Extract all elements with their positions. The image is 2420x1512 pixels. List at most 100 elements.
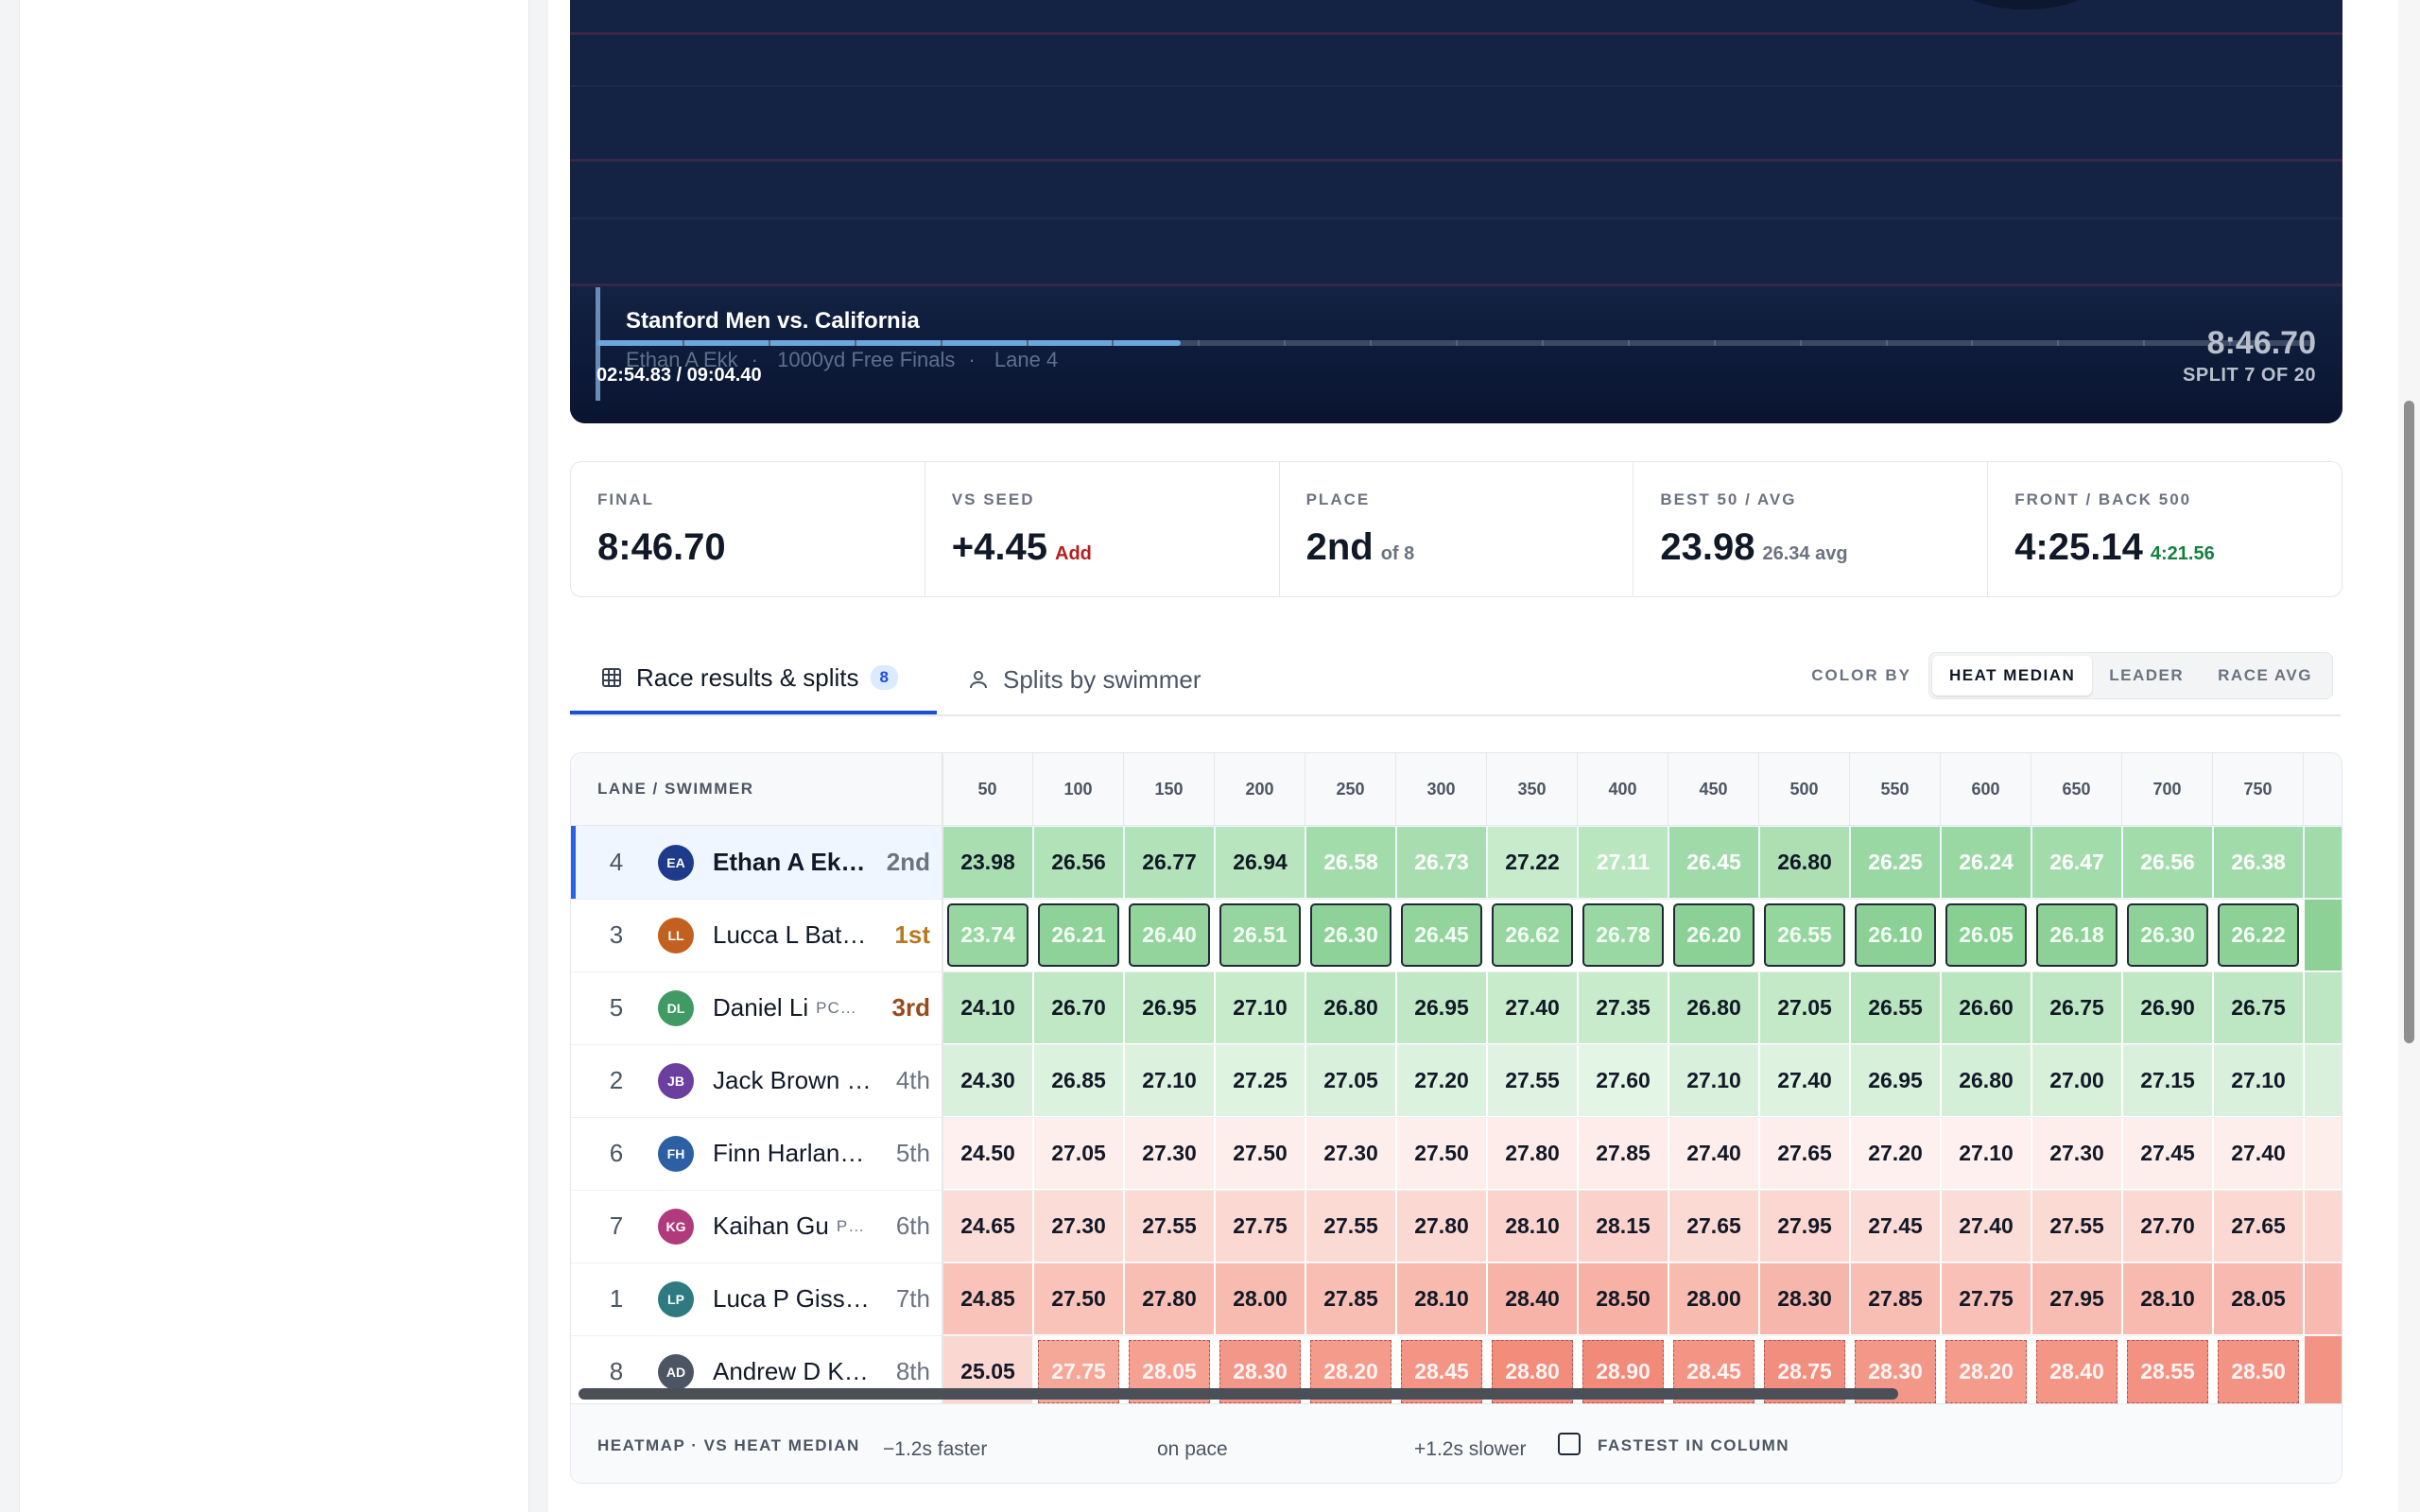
split-header[interactable]: 600	[1940, 753, 2031, 825]
split-cell[interactable]: 26.94	[1216, 827, 1305, 898]
split-cell[interactable]: 27.20	[1397, 1045, 1486, 1116]
video-scrubber[interactable]	[596, 340, 2315, 346]
split-cell[interactable]: 26.55	[1764, 903, 1845, 967]
color-by-option[interactable]: LEADER	[2109, 666, 2185, 684]
split-header[interactable]: 150	[1123, 753, 1214, 825]
split-cell[interactable]	[2305, 827, 2342, 898]
split-header[interactable]: 450	[1668, 753, 1758, 825]
swimmer-name[interactable]: Luca P Giss…	[713, 1263, 873, 1335]
split-cell[interactable]: 27.40	[1669, 1118, 1758, 1189]
split-header[interactable]: 700	[2121, 753, 2212, 825]
vertical-scrollbar-thumb[interactable]	[2404, 401, 2414, 1043]
split-cell[interactable]: 26.22	[2218, 903, 2299, 967]
split-cell[interactable]	[2305, 1045, 2342, 1116]
split-cell[interactable]: 28.00	[1216, 1263, 1305, 1334]
split-cell[interactable]: 27.55	[2032, 1191, 2121, 1262]
split-cell[interactable]: 27.22	[1488, 827, 1577, 898]
split-cell[interactable]: 27.40	[1488, 972, 1577, 1043]
split-cell[interactable]: 28.10	[1488, 1191, 1577, 1262]
split-cell[interactable]: 27.40	[2214, 1118, 2303, 1189]
split-cell[interactable]: 27.85	[1306, 1263, 1395, 1334]
split-cell[interactable]: 27.10	[1669, 1045, 1758, 1116]
split-cell[interactable]: 28.10	[2123, 1263, 2212, 1334]
split-cell[interactable]: 27.65	[2214, 1191, 2303, 1262]
split-cell[interactable]: 27.30	[1034, 1191, 1123, 1262]
split-cell[interactable]: 27.05	[1760, 972, 1849, 1043]
split-cell[interactable]: 27.65	[1760, 1118, 1849, 1189]
split-cell[interactable]	[2305, 1263, 2342, 1334]
split-cell[interactable]: 28.50	[1579, 1263, 1668, 1334]
race-video-player[interactable]: Stanford Men vs. California Ethan A Ekk ·…	[570, 0, 2342, 423]
table-row[interactable]: 6 FH Finn Harlan… 5th 24.50 27.05 27.30 27.50 27…	[571, 1117, 2342, 1191]
split-cell[interactable]: 27.80	[1125, 1263, 1214, 1334]
split-cell[interactable]: 26.51	[1219, 903, 1301, 967]
split-cell[interactable]	[2305, 1118, 2342, 1189]
split-cell[interactable]: 27.50	[1397, 1118, 1486, 1189]
split-cell[interactable]: 26.47	[2032, 827, 2121, 898]
split-cell[interactable]: 27.20	[1851, 1118, 1940, 1189]
split-header[interactable]: 500	[1758, 753, 1849, 825]
split-cell[interactable]: 26.80	[1942, 1045, 2031, 1116]
split-cell[interactable]: 26.73	[1397, 827, 1486, 898]
swimmer-name[interactable]: Kaihan Gu P…	[713, 1190, 873, 1263]
split-cell[interactable]: 27.75	[1216, 1191, 1305, 1262]
split-cell[interactable]: 26.18	[2036, 903, 2118, 967]
table-row[interactable]: 3 LL Lucca L Bat… 1st 23.74 26.21 26.40 26.51 26…	[571, 899, 2342, 972]
split-cell[interactable]: 26.56	[2123, 827, 2212, 898]
split-header[interactable]: 550	[1849, 753, 1940, 825]
split-cell[interactable]: 26.77	[1125, 827, 1214, 898]
horizontal-scrollbar[interactable]	[579, 1388, 1898, 1400]
split-cell[interactable]: 28.00	[1669, 1263, 1758, 1334]
split-cell[interactable]: 27.00	[2032, 1045, 2121, 1116]
color-by-option[interactable]: RACE AVG	[2218, 666, 2312, 684]
split-cell[interactable]: 27.10	[1216, 972, 1305, 1043]
split-header[interactable]: 250	[1305, 753, 1395, 825]
split-cell[interactable]: 28.15	[1579, 1191, 1668, 1262]
split-cell[interactable]: 26.75	[2214, 972, 2303, 1043]
table-row[interactable]: 5 DL Daniel Li PC… 3rd 24.10 26.70 26.95 27.10 26…	[571, 971, 2342, 1045]
split-header[interactable]: 100	[1032, 753, 1123, 825]
split-cell[interactable]	[2305, 1336, 2342, 1403]
split-header[interactable]: 400	[1577, 753, 1668, 825]
tab-splits-by-swimmer[interactable]: Splits by swimmer	[967, 644, 1201, 714]
table-row[interactable]: 2 JB Jack Brown … 4th 24.30 26.85 27.10 27.25 27…	[571, 1044, 2342, 1118]
split-cell[interactable]: 27.55	[1306, 1191, 1395, 1262]
split-cell[interactable]: 28.40	[2036, 1340, 2118, 1403]
split-cell[interactable]: 28.50	[2218, 1340, 2299, 1403]
split-header[interactable]: 50	[942, 753, 1032, 825]
split-cell[interactable]: 26.60	[1942, 972, 2031, 1043]
split-cell[interactable]: 26.40	[1129, 903, 1210, 967]
split-cell[interactable]: 26.58	[1306, 827, 1395, 898]
split-header[interactable]: 650	[2031, 753, 2121, 825]
split-cell[interactable]: 26.80	[1669, 972, 1758, 1043]
table-row[interactable]: 4 EA Ethan A Ek… 2nd 23.98 26.56 26.77 26.94 26.…	[571, 826, 2342, 900]
split-cell[interactable]: 27.40	[1760, 1045, 1849, 1116]
split-cell[interactable]: 27.30	[1306, 1118, 1395, 1189]
split-cell[interactable]	[2305, 1191, 2342, 1262]
split-cell[interactable]: 28.10	[1397, 1263, 1486, 1334]
split-cell[interactable]: 26.80	[1760, 827, 1849, 898]
split-cell[interactable]: 27.10	[2214, 1045, 2303, 1116]
split-cell[interactable]: 26.75	[2032, 972, 2121, 1043]
split-cell[interactable]: 26.70	[1034, 972, 1123, 1043]
table-row[interactable]: 7 KG Kaihan Gu P… 6th 24.65 27.30 27.55 27.75 27.…	[571, 1190, 2342, 1263]
split-cell[interactable]: 26.45	[1669, 827, 1758, 898]
split-cell[interactable]: 27.80	[1397, 1191, 1486, 1262]
split-cell[interactable]: 27.55	[1488, 1045, 1577, 1116]
split-cell[interactable]: 26.95	[1125, 972, 1214, 1043]
split-cell[interactable]: 27.15	[2123, 1045, 2212, 1116]
split-cell[interactable]: 28.40	[1488, 1263, 1577, 1334]
split-cell[interactable]	[2305, 972, 2342, 1043]
split-cell[interactable]: 27.35	[1579, 972, 1668, 1043]
split-cell[interactable]: 27.05	[1034, 1118, 1123, 1189]
split-cell[interactable]: 27.95	[1760, 1191, 1849, 1262]
split-cell[interactable]: 26.95	[1397, 972, 1486, 1043]
split-cell[interactable]: 26.25	[1851, 827, 1940, 898]
split-cell[interactable]: 27.60	[1579, 1045, 1668, 1116]
split-cell[interactable]: 27.40	[1942, 1191, 2031, 1262]
split-cell[interactable]: 26.05	[1945, 903, 2027, 967]
split-cell[interactable]: 28.05	[2214, 1263, 2303, 1334]
split-cell[interactable]: 28.55	[2127, 1340, 2208, 1403]
split-cell[interactable]: 27.65	[1669, 1191, 1758, 1262]
split-cell[interactable]: 27.85	[1579, 1118, 1668, 1189]
